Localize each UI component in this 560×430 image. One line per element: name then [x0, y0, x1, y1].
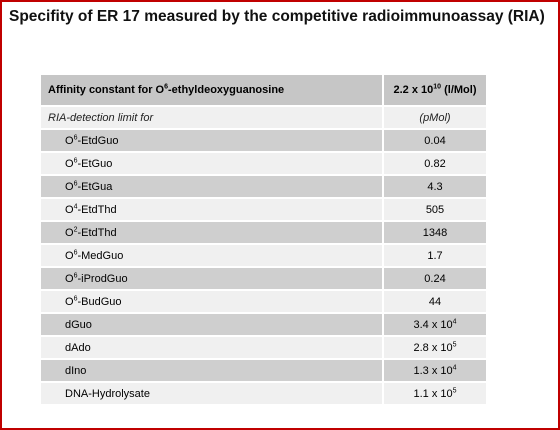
compound-cell: O6-BudGuo: [41, 291, 382, 312]
header-value-sup: 10: [433, 83, 442, 91]
compound-name-suffix: -EtGua: [77, 180, 113, 193]
detection-limit-exponent: 4: [452, 317, 457, 325]
compound-cell: O6-EtGuo: [41, 153, 382, 174]
compound-cell: O6-EtGua: [41, 176, 382, 197]
specificity-table: Affinity constant for O6-ethyldeoxyguano…: [39, 73, 488, 406]
table-row: O6-iProdGuo 0.24: [41, 268, 486, 289]
detection-limit-cell: 1.3 x 104: [384, 360, 486, 381]
compound-position-sup: 2: [73, 225, 78, 233]
header-value-base: 2.2 x 10: [393, 84, 434, 96]
table-row: O6-EtdGuo 0.04: [41, 130, 486, 151]
compound-cell: O6-EtdGuo: [41, 130, 382, 151]
compound-name: O: [65, 272, 74, 285]
detection-limit-cell: 1.7: [384, 245, 486, 266]
compound-name: O: [65, 157, 74, 170]
compound-position-sup: 4: [73, 202, 78, 210]
compound-name: O: [65, 249, 74, 262]
table-row: O6-MedGuo 1.7: [41, 245, 486, 266]
compound-name-suffix: -EtGuo: [77, 157, 113, 170]
header-label-sup: 6: [164, 83, 169, 91]
table-row: O6-EtGua 4.3: [41, 176, 486, 197]
compound-name: DNA-Hydrolysate: [65, 387, 150, 400]
table-row: O2-EtdThd 1348: [41, 222, 486, 243]
compound-position-sup: 6: [73, 133, 78, 141]
detection-limit-cell: 0.24: [384, 268, 486, 289]
table-row: O4-EtdThd 505: [41, 199, 486, 220]
table-row: dIno 1.3 x 104: [41, 360, 486, 381]
compound-name: O: [65, 295, 74, 308]
compound-cell: O2-EtdThd: [41, 222, 382, 243]
table-header-row: Affinity constant for O6-ethyldeoxyguano…: [41, 75, 486, 105]
compound-name-suffix: -BudGuo: [77, 295, 122, 308]
subheader-unit: (pMol): [384, 107, 486, 128]
detection-limit-exponent: 5: [452, 386, 457, 394]
detection-limit-cell: 505: [384, 199, 486, 220]
header-label-post: -ethyldeoxyguanosine: [168, 84, 285, 96]
compound-name: O: [65, 134, 74, 147]
detection-limit-value: 3.4 x 10: [413, 318, 453, 331]
table-row: dAdo 2.8 x 105: [41, 337, 486, 358]
compound-name: dIno: [65, 364, 87, 377]
detection-limit-value: 0.24: [424, 272, 446, 285]
detection-limit-cell: 0.82: [384, 153, 486, 174]
header-label: Affinity constant for O6-ethyldeoxyguano…: [41, 75, 382, 105]
compound-name-suffix: -iProdGuo: [77, 272, 128, 285]
detection-limit-value: 1348: [422, 226, 448, 239]
header-label-pre: Affinity constant for O: [48, 84, 165, 96]
detection-limit-value: 0.82: [424, 157, 446, 170]
compound-name-suffix: -EtdGuo: [77, 134, 119, 147]
compound-name-suffix: -MedGuo: [77, 249, 124, 262]
detection-limit-cell: 0.04: [384, 130, 486, 151]
detection-limit-value: 1.3 x 10: [413, 364, 453, 377]
compound-cell: dGuo: [41, 314, 382, 335]
detection-limit-exponent: 4: [452, 363, 457, 371]
compound-name-suffix: -EtdThd: [77, 203, 117, 216]
detection-limit-cell: 1348: [384, 222, 486, 243]
detection-limit-exponent: 5: [452, 340, 457, 348]
compound-position-sup: 6: [73, 271, 78, 279]
detection-limit-cell: 4.3: [384, 176, 486, 197]
compound-position-sup: 6: [73, 248, 78, 256]
compound-name-suffix: -EtdThd: [77, 226, 117, 239]
compound-name: dAdo: [65, 341, 91, 354]
compound-position-sup: 6: [73, 156, 78, 164]
compound-cell: dIno: [41, 360, 382, 381]
table-subheader-row: RIA-detection limit for (pMol): [41, 107, 486, 128]
detection-limit-cell: 44: [384, 291, 486, 312]
compound-name: dGuo: [65, 318, 92, 331]
table-row: O6-EtGuo 0.82: [41, 153, 486, 174]
detection-limit-value: 1.7: [427, 249, 443, 262]
detection-limit-value: 44: [428, 295, 442, 308]
compound-position-sup: 6: [73, 179, 78, 187]
compound-cell: dAdo: [41, 337, 382, 358]
compound-cell: DNA-Hydrolysate: [41, 383, 382, 404]
header-value-unit: (l/Mol): [441, 84, 477, 96]
header-value: 2.2 x 1010 (l/Mol): [384, 75, 486, 105]
detection-limit-cell: 3.4 x 104: [384, 314, 486, 335]
table-row: O6-BudGuo 44: [41, 291, 486, 312]
compound-name: O: [65, 226, 74, 239]
detection-limit-cell: 2.8 x 105: [384, 337, 486, 358]
detection-limit-value: 505: [425, 203, 445, 216]
compound-cell: O4-EtdThd: [41, 199, 382, 220]
detection-limit-value: 4.3: [427, 180, 443, 193]
table-row: DNA-Hydrolysate 1.1 x 105: [41, 383, 486, 404]
compound-name: O: [65, 203, 74, 216]
compound-cell: O6-iProdGuo: [41, 268, 382, 289]
compound-cell: O6-MedGuo: [41, 245, 382, 266]
detection-limit-value: 1.1 x 10: [413, 387, 453, 400]
compound-position-sup: 6: [73, 294, 78, 302]
detection-limit-value: 2.8 x 10: [413, 341, 453, 354]
subheader-label: RIA-detection limit for: [41, 107, 382, 128]
detection-limit-value: 0.04: [424, 134, 446, 147]
table-row: dGuo 3.4 x 104: [41, 314, 486, 335]
compound-name: O: [65, 180, 74, 193]
detection-limit-cell: 1.1 x 105: [384, 383, 486, 404]
page-title: Specifity of ER 17 measured by the compe…: [9, 8, 545, 25]
